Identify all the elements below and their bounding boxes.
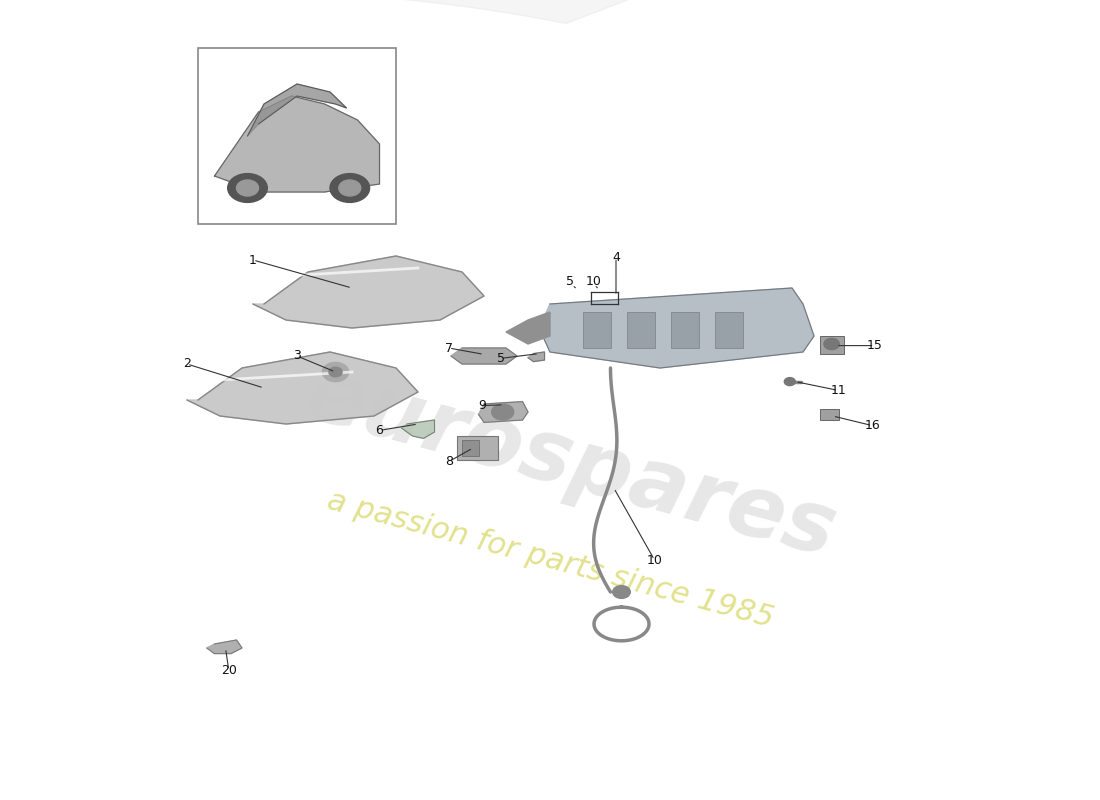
Circle shape <box>824 338 839 350</box>
Circle shape <box>339 180 361 196</box>
Circle shape <box>236 180 258 196</box>
Polygon shape <box>207 640 242 654</box>
Polygon shape <box>187 352 418 424</box>
Circle shape <box>492 404 514 420</box>
Circle shape <box>322 362 349 382</box>
Text: a passion for parts since 1985: a passion for parts since 1985 <box>323 486 777 634</box>
Polygon shape <box>539 288 814 368</box>
Polygon shape <box>402 420 434 438</box>
Text: 10: 10 <box>586 275 602 288</box>
Circle shape <box>613 586 630 598</box>
Text: 4: 4 <box>612 251 620 264</box>
Text: 9: 9 <box>477 399 486 412</box>
Bar <box>583 312 610 348</box>
Polygon shape <box>451 348 517 364</box>
Polygon shape <box>478 402 528 422</box>
Circle shape <box>784 378 795 386</box>
Text: eurospares: eurospares <box>298 354 846 574</box>
Polygon shape <box>528 352 544 362</box>
Bar <box>820 336 844 354</box>
Bar <box>671 312 698 348</box>
Text: 8: 8 <box>444 455 453 468</box>
Text: 5: 5 <box>565 275 574 288</box>
Bar <box>820 409 839 420</box>
Circle shape <box>330 174 370 202</box>
Text: 6: 6 <box>375 424 384 437</box>
Text: 3: 3 <box>293 350 301 362</box>
Circle shape <box>329 367 342 377</box>
Text: 20: 20 <box>221 664 236 677</box>
Bar <box>456 436 498 460</box>
Polygon shape <box>248 84 346 136</box>
Polygon shape <box>214 96 380 192</box>
Text: 1: 1 <box>249 254 257 266</box>
Bar <box>715 312 742 348</box>
Text: 7: 7 <box>444 342 453 354</box>
Bar <box>198 48 396 224</box>
Text: 2: 2 <box>183 358 191 370</box>
Polygon shape <box>253 256 484 328</box>
Text: 15: 15 <box>867 339 882 352</box>
Text: 5: 5 <box>496 352 505 365</box>
Circle shape <box>228 174 267 202</box>
Text: 10: 10 <box>647 554 662 566</box>
Text: 16: 16 <box>865 419 880 432</box>
Text: 11: 11 <box>830 384 846 397</box>
Bar <box>462 440 478 456</box>
Polygon shape <box>506 312 550 344</box>
Polygon shape <box>0 0 630 244</box>
Bar <box>627 312 654 348</box>
